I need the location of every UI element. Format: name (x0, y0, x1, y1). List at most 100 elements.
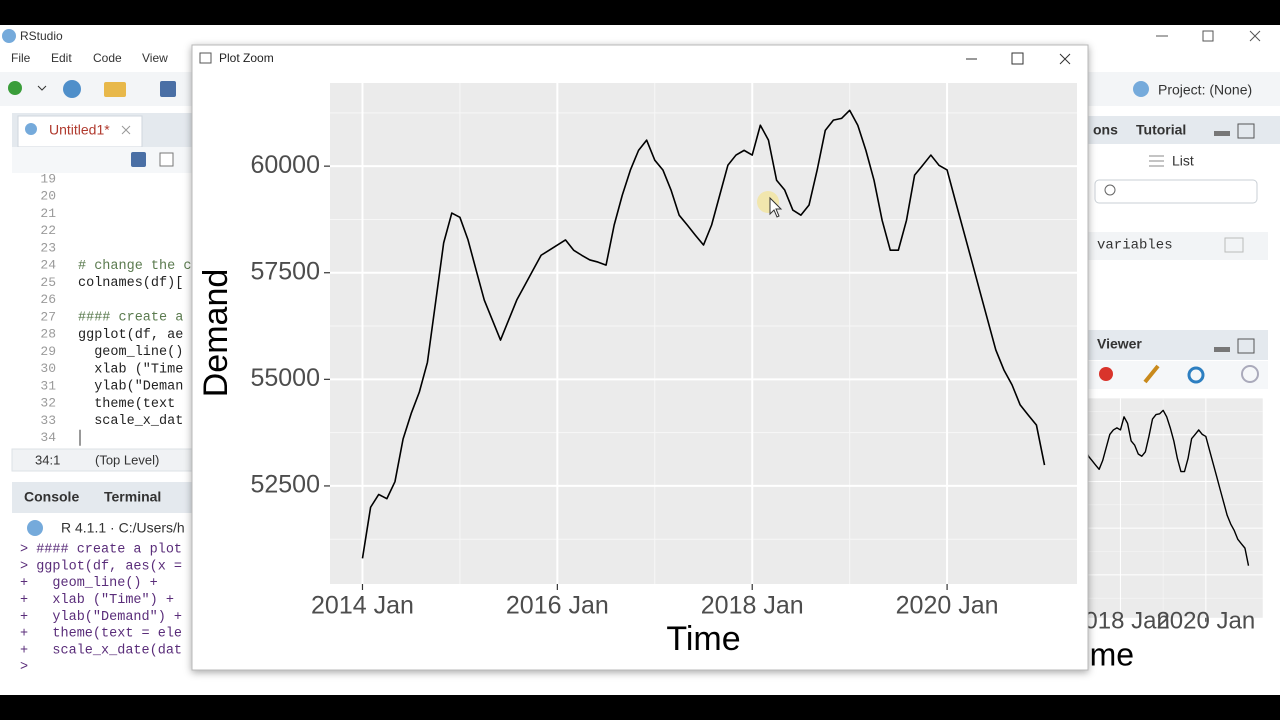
env-tabbar (1088, 116, 1280, 144)
console-header: R 4.1.1 · C:/Users/h (61, 520, 185, 536)
code-line: colnames(df)[ (78, 276, 183, 291)
console: > #### create a plot> ggplot(df, aes(x =… (20, 543, 182, 676)
code-line: ylab("Deman (78, 380, 183, 395)
console-line: > #### create a plot (20, 543, 182, 558)
line-number: 29 (40, 344, 56, 359)
editor-save[interactable] (131, 152, 146, 167)
grid-view-icon[interactable] (1224, 237, 1244, 253)
x-tick-label: 2020 Jan (896, 592, 999, 620)
env-tabs: ons Tutorial (1093, 122, 1186, 138)
env-tab[interactable]: Tutorial (1136, 122, 1186, 138)
source-on-save-checkbox[interactable] (159, 152, 174, 167)
new-file-button[interactable] (8, 81, 22, 95)
menu-bar: File Edit Code View (11, 51, 168, 65)
x-tick-label: 2018 Jan (701, 592, 804, 620)
list-view-menu[interactable]: List (1172, 153, 1194, 169)
app-title: RStudio (20, 29, 63, 43)
pane-minimize[interactable] (1214, 131, 1230, 136)
code-line: # change the c (78, 259, 191, 274)
project-menu[interactable]: Project: (None) (1158, 82, 1252, 98)
editor-tab-title[interactable]: Untitled1* (49, 122, 110, 138)
pane-maximize[interactable] (1237, 123, 1255, 139)
console-line: + xlab ("Time") + (20, 593, 174, 608)
clear-button[interactable] (1099, 367, 1113, 381)
menu-item[interactable]: Edit (51, 51, 72, 65)
env-variables: variables (1097, 238, 1173, 254)
y-tick-label: 52500 (250, 471, 320, 499)
restore-button[interactable] (1202, 30, 1214, 42)
save-button[interactable] (160, 81, 176, 97)
line-number: 30 (40, 361, 56, 376)
env-row (1088, 232, 1268, 260)
tab-close[interactable] (121, 125, 131, 135)
code-line: theme(text (78, 397, 183, 412)
console-line: > ggplot(df, aes(x = (20, 559, 182, 574)
menu-item[interactable]: Code (93, 51, 122, 65)
x-tick-label: 2020 Jan (1156, 607, 1255, 634)
console-line: + ylab("Demand") + (20, 610, 182, 625)
plot-zoom-window: Plot Zoom 2014 Jan 2016 Jan 2018 Jan 2020 J… (191, 44, 1089, 671)
project-icon (1133, 81, 1149, 97)
data-line (1088, 409, 1250, 566)
viewer-minimize[interactable] (1214, 347, 1230, 352)
line-number: 19 (40, 171, 56, 186)
plot-close[interactable] (1059, 53, 1071, 65)
plot-window-icon (199, 52, 212, 64)
line-number: 31 (40, 378, 56, 393)
bottom-bar (0, 695, 1280, 720)
open-button[interactable] (104, 82, 126, 97)
publish-button[interactable] (1187, 366, 1205, 384)
new-project-button[interactable] (63, 80, 81, 98)
console-tabs: Console Terminal (24, 489, 161, 505)
menu-item[interactable]: View (142, 51, 168, 65)
viewer-tab[interactable]: Viewer (1097, 336, 1142, 352)
y-axis-title: Demand (197, 269, 235, 398)
scope[interactable]: (Top Level) (95, 452, 159, 467)
cursor-position: 34:1 (35, 452, 60, 467)
code-line: scale_x_dat (78, 414, 183, 429)
menu-item[interactable]: File (11, 51, 31, 65)
code-line: #### create a (78, 311, 183, 326)
search-icon (1104, 184, 1116, 196)
r-icon (27, 520, 43, 536)
top-bar (0, 0, 1280, 25)
broom-button[interactable] (1143, 364, 1160, 384)
line-number: 24 (40, 258, 56, 273)
console-line: + geom_line() + (20, 576, 158, 591)
refresh-button[interactable] (1241, 365, 1259, 383)
console-line: + scale_x_date(dat (20, 643, 182, 658)
code-line: ggplot(df, ae (78, 328, 183, 343)
x-axis-title: Time (666, 620, 740, 658)
console-tab[interactable]: Terminal (104, 489, 161, 505)
line-number: 27 (40, 309, 56, 324)
console-tab[interactable]: Console (24, 489, 79, 505)
line-number: 23 (40, 240, 56, 255)
search-box[interactable] (1094, 179, 1258, 204)
line-number: 22 (40, 223, 56, 238)
r-file-icon (25, 123, 37, 135)
line-number: 33 (40, 413, 56, 428)
code-editor: 19 20 21 22 23 24 25 26 27 28 29 30 31 32 33 34 # change… (40, 171, 191, 446)
close-button[interactable] (1249, 30, 1261, 42)
line-number: 34 (40, 430, 56, 445)
viewer-maximize[interactable] (1237, 338, 1255, 354)
dropdown (37, 85, 47, 91)
console-line: + theme(text = ele (20, 627, 182, 642)
console-tabbar (12, 482, 192, 513)
line-number: 21 (40, 206, 56, 221)
plot-maximize[interactable] (1011, 52, 1024, 65)
y-tick-label: 60000 (250, 151, 320, 179)
editor-status-bar (11, 448, 192, 472)
x-tick-label: 2016 Jan (506, 592, 609, 620)
plot: 2014 Jan 2016 Jan 2018 Jan 2020 Jan 52500 550… (197, 83, 1077, 658)
console-line: > (20, 660, 28, 675)
mouse-cursor (769, 196, 783, 218)
line-number: 20 (40, 189, 56, 204)
x-axis-title: Time (1064, 636, 1134, 672)
env-tab[interactable]: ons (1093, 122, 1118, 138)
code-line: xlab ("Time (78, 362, 183, 377)
list-icon (1149, 155, 1164, 167)
editor-tab[interactable] (17, 115, 143, 148)
x-tick-label: 2014 Jan (311, 592, 414, 620)
